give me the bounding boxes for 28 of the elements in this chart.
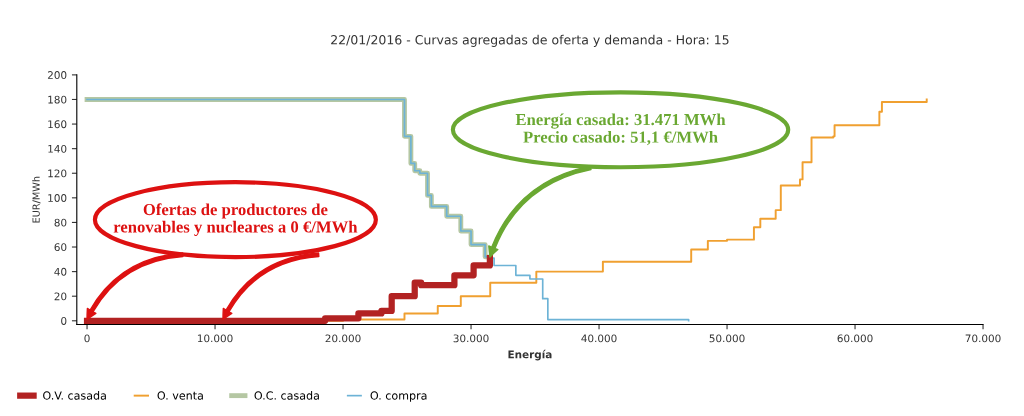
y-axis-title: EUR/MWh bbox=[32, 176, 41, 223]
x-tick-label: 50.000 bbox=[709, 334, 745, 343]
legend-label: O.V. casada bbox=[43, 391, 106, 400]
x-tick-label: 40.000 bbox=[581, 334, 617, 343]
x-tick-label: 60.000 bbox=[837, 334, 873, 343]
legend-label: O. compra bbox=[370, 391, 427, 402]
y-tick-label: 40 bbox=[54, 267, 67, 276]
y-tick-label: 160 bbox=[48, 120, 67, 129]
chart-title: 22/01/2016 - Curvas agregadas de oferta y demanda - Hora: 15 bbox=[331, 34, 729, 47]
y-tick-label: 60 bbox=[54, 243, 67, 252]
x-axis-title: Energía bbox=[508, 349, 552, 361]
y-tick-label: 180 bbox=[48, 95, 67, 104]
x-tick-label: 20.000 bbox=[325, 334, 361, 343]
y-tick-label: 200 bbox=[47, 71, 67, 79]
y-tick-label: 0 bbox=[61, 317, 67, 325]
y-tick-label: 140 bbox=[48, 144, 67, 153]
x-tick-label: 10.000 bbox=[197, 334, 233, 343]
legend-label: O.C. casada bbox=[254, 391, 319, 400]
annotation: Energía casada: 31.471 MWh Precio casado: 51,1 €/MWh bbox=[515, 113, 726, 146]
x-tick-label: 0 bbox=[84, 334, 90, 343]
x-tick-label: 70.000 bbox=[965, 334, 1001, 343]
x-tick-label: 30.000 bbox=[453, 334, 489, 343]
y-tick-label: 120 bbox=[48, 169, 67, 178]
y-tick-label: 80 bbox=[54, 218, 67, 227]
annotation: Ofertas de productores de renovables y nucleares a 0 €/MWh bbox=[113, 203, 358, 237]
y-tick-label: 20 bbox=[54, 292, 67, 301]
legend-label: O. venta bbox=[157, 391, 203, 400]
y-tick-label: 100 bbox=[48, 194, 67, 202]
